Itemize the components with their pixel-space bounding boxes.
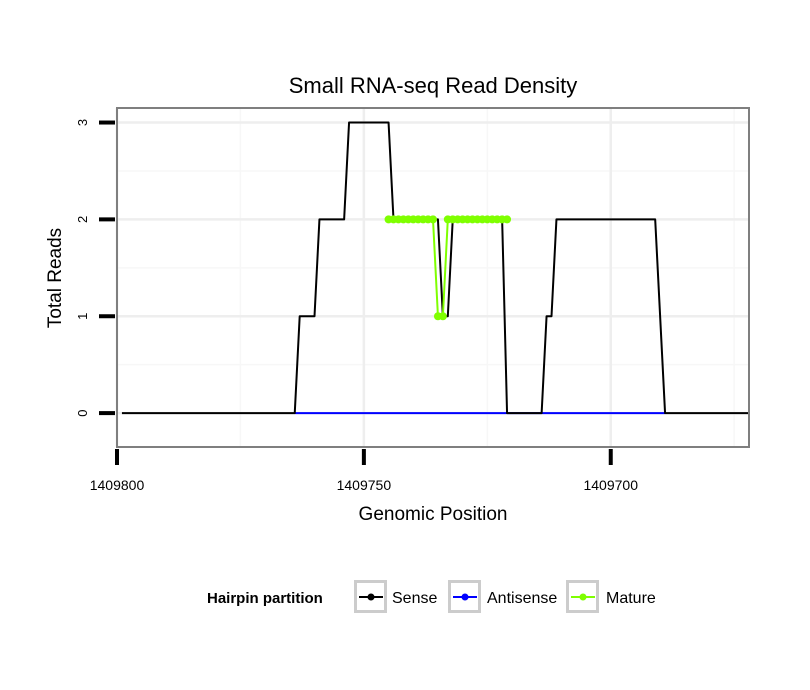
x-tick-label: 1409750	[337, 477, 392, 493]
plot-panel	[117, 108, 749, 447]
legend-key-dot-sense	[367, 593, 375, 601]
chart-title: Small RNA-seq Read Density	[289, 73, 578, 98]
legend-label-sense: Sense	[392, 590, 437, 607]
x-tick-label: 1409700	[583, 477, 638, 493]
y-tick-label: 2	[75, 216, 90, 223]
x-tick-label: 1409800	[90, 477, 145, 493]
axes: 1409800 1409750 1409700 0 1 2 3	[75, 119, 638, 493]
legend-title: Hairpin partition	[207, 590, 323, 607]
legend-key-dot-antisense	[461, 593, 469, 601]
legend-label-mature: Mature	[606, 590, 656, 607]
legend-label-antisense: Antisense	[487, 590, 557, 607]
plot-border	[116, 107, 750, 448]
series-point-mature	[429, 215, 437, 224]
legend-key-dot-mature	[579, 593, 587, 601]
y-tick-label: 1	[75, 313, 90, 320]
series-layer	[121, 121, 749, 415]
y-tick-label: 3	[75, 119, 90, 126]
x-axis-label: Genomic Position	[359, 504, 508, 525]
series-point-mature	[438, 312, 447, 321]
y-axis-label: Total Reads	[45, 228, 66, 328]
legend: Hairpin partition Sense Antisense Mature	[207, 580, 656, 613]
y-tick-label: 0	[75, 409, 90, 416]
series-point-mature	[503, 215, 512, 224]
